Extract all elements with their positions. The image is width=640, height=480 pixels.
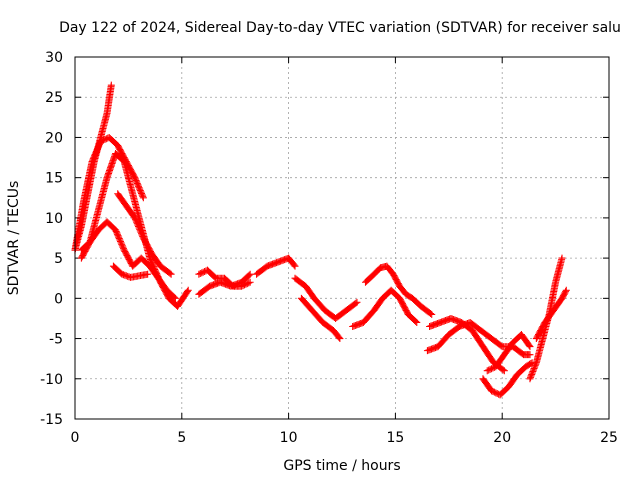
data-point (562, 288, 570, 296)
data-point (530, 365, 538, 373)
data-point (562, 286, 570, 294)
series-arc-19 (532, 286, 570, 343)
data-point (171, 294, 179, 302)
data-point (428, 310, 436, 318)
series-arc-11 (297, 294, 344, 343)
data-point (500, 367, 508, 375)
axis-ticks: 0 5 10 15 20 25 -15 -10 -5 0 5 10 15 20 25 30 (40, 50, 618, 446)
y-tick-label: 0 (54, 291, 63, 307)
x-axis-label: GPS time / hours (283, 458, 400, 474)
data-point (245, 271, 253, 279)
data-point (336, 335, 344, 343)
series-arc-16 (479, 359, 536, 399)
series-arc-9 (253, 254, 299, 278)
y-tick-label: 5 (54, 251, 63, 267)
data-point (427, 310, 435, 318)
data-point (291, 262, 299, 270)
y-tick-label: -5 (49, 332, 63, 348)
series-arc-5 (109, 262, 152, 281)
data-point (529, 366, 537, 374)
series-arc-6 (114, 190, 175, 278)
chart-title: Day 122 of 2024, Sidereal Day-to-day VTE… (59, 20, 621, 36)
data-point (526, 375, 534, 383)
series-arc-17 (483, 331, 534, 375)
data-point (531, 362, 539, 370)
data-point (170, 293, 178, 301)
data-point (413, 318, 421, 326)
data-point (526, 343, 534, 351)
x-tick-label: 5 (177, 430, 186, 446)
x-tick-label: 20 (493, 430, 511, 446)
x-tick-label: 25 (600, 430, 618, 446)
data-point (144, 270, 152, 278)
data-point (525, 341, 533, 349)
data-point (528, 369, 536, 377)
y-tick-label: 15 (45, 171, 63, 187)
data-point (335, 333, 343, 341)
data-point (527, 372, 535, 380)
data-point (527, 373, 535, 381)
x-tick-label: 0 (71, 430, 80, 446)
series-arc-10 (291, 274, 361, 322)
data-point (529, 367, 537, 375)
data-point (353, 298, 361, 306)
data-point (526, 351, 534, 359)
series-arc-4 (77, 218, 179, 302)
x-tick-label: 15 (386, 430, 404, 446)
data-point (246, 278, 254, 286)
y-tick-label: 30 (45, 50, 63, 66)
data-point (245, 279, 253, 287)
y-axis-label: SDTVAR / TECUs (6, 181, 22, 296)
y-tick-label: 25 (45, 90, 63, 106)
data-point (558, 254, 566, 262)
data-point (167, 270, 175, 278)
y-tick-label: -15 (40, 412, 63, 428)
y-tick-label: 20 (45, 130, 63, 146)
data-point (290, 261, 298, 269)
data-points (71, 81, 570, 399)
series-arc-2 (71, 133, 147, 254)
series-arc-8 (195, 266, 254, 290)
data-point (183, 288, 191, 296)
x-tick-label: 10 (280, 430, 298, 446)
data-point (499, 366, 507, 374)
data-point (527, 359, 535, 367)
series-arc-15 (423, 318, 534, 359)
data-point (528, 370, 536, 378)
series-arc-12 (349, 286, 421, 330)
data-point (412, 317, 420, 325)
series-arc-18 (526, 254, 566, 383)
data-point (246, 270, 254, 278)
data-point (139, 194, 147, 202)
data-point (531, 363, 539, 371)
y-tick-label: -10 (40, 372, 63, 388)
data-point (107, 81, 115, 89)
plot-frame (74, 56, 610, 420)
y-tick-label: 10 (45, 211, 63, 227)
data-point (532, 360, 540, 368)
series-arc-13 (361, 262, 436, 318)
data-point (184, 286, 192, 294)
data-point (139, 192, 147, 200)
data-point (166, 269, 174, 277)
data-point (352, 299, 360, 307)
